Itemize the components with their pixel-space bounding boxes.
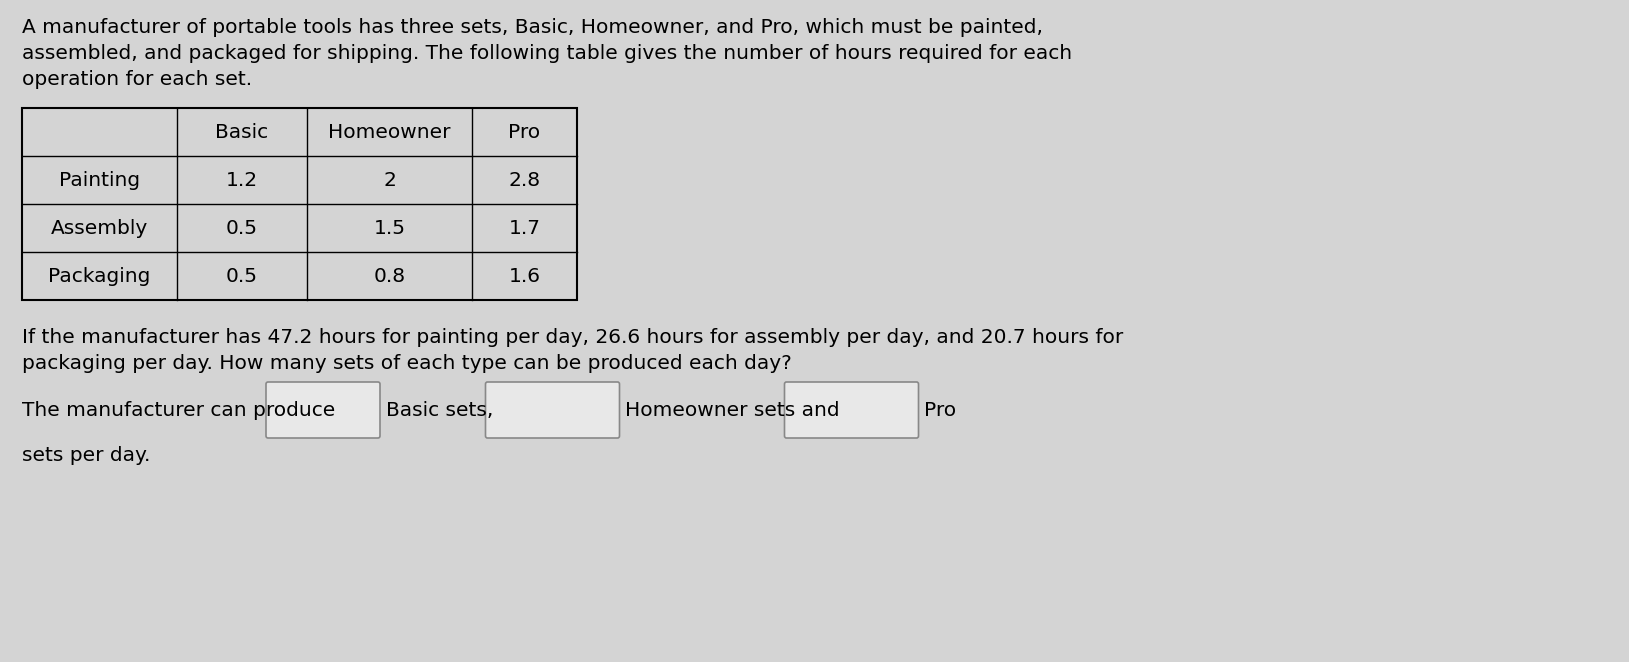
Text: Basic: Basic xyxy=(215,122,269,142)
Text: packaging per day. How many sets of each type can be produced each day?: packaging per day. How many sets of each… xyxy=(23,354,792,373)
Text: Pro: Pro xyxy=(508,122,541,142)
Text: 2: 2 xyxy=(383,171,396,189)
Text: 1.5: 1.5 xyxy=(373,218,406,238)
Text: 1.6: 1.6 xyxy=(508,267,541,285)
FancyBboxPatch shape xyxy=(485,382,619,438)
Text: Homeowner sets and: Homeowner sets and xyxy=(626,401,841,420)
Text: assembled, and packaged for shipping. The following table gives the number of ho: assembled, and packaged for shipping. Th… xyxy=(23,44,1072,63)
Text: Homeowner: Homeowner xyxy=(329,122,451,142)
Text: 2.8: 2.8 xyxy=(508,171,541,189)
Bar xyxy=(23,108,577,300)
Text: Basic sets,: Basic sets, xyxy=(386,401,494,420)
Text: 0.8: 0.8 xyxy=(373,267,406,285)
Text: If the manufacturer has 47.2 hours for painting per day, 26.6 hours for assembly: If the manufacturer has 47.2 hours for p… xyxy=(23,328,1124,347)
FancyBboxPatch shape xyxy=(785,382,919,438)
Text: 0.5: 0.5 xyxy=(226,267,257,285)
Text: 0.5: 0.5 xyxy=(226,218,257,238)
Text: Pro: Pro xyxy=(925,401,956,420)
Text: Painting: Painting xyxy=(59,171,140,189)
Text: Assembly: Assembly xyxy=(50,218,148,238)
FancyBboxPatch shape xyxy=(266,382,380,438)
Text: A manufacturer of portable tools has three sets, Basic, Homeowner, and Pro, whic: A manufacturer of portable tools has thr… xyxy=(23,18,1043,37)
Text: 1.2: 1.2 xyxy=(226,171,257,189)
Text: Packaging: Packaging xyxy=(49,267,151,285)
Text: sets per day.: sets per day. xyxy=(23,446,150,465)
Text: The manufacturer can produce: The manufacturer can produce xyxy=(23,401,336,420)
Text: 1.7: 1.7 xyxy=(508,218,541,238)
Text: operation for each set.: operation for each set. xyxy=(23,70,252,89)
